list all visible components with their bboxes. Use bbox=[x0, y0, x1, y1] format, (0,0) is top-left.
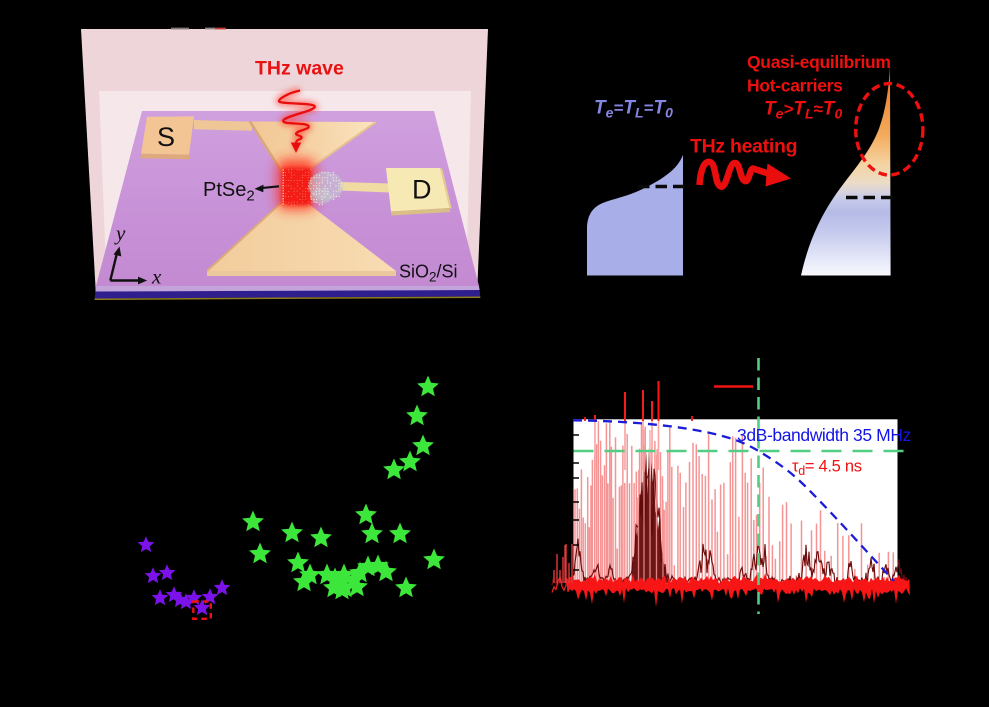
svg-text:Te>TL≈T0: Te>TL≈T0 bbox=[764, 99, 842, 122]
svg-text:τd= 4.5 ns: τd= 4.5 ns bbox=[792, 458, 862, 479]
svg-text:Quasi-equilibrium: Quasi-equilibrium bbox=[747, 52, 891, 72]
svg-text:D: D bbox=[412, 175, 432, 205]
svg-text:Te=TL=T0: Te=TL=T0 bbox=[594, 98, 673, 121]
svg-text:THz wave: THz wave bbox=[255, 58, 344, 80]
svg-text:PtSe2: PtSe2 bbox=[203, 179, 255, 205]
svg-text:Hot-carriers: Hot-carriers bbox=[747, 76, 843, 96]
svg-text:THz heating: THz heating bbox=[690, 136, 797, 158]
svg-text:x: x bbox=[151, 265, 162, 289]
svg-text:SiO2/Si: SiO2/Si bbox=[399, 262, 458, 285]
svg-text:S: S bbox=[157, 122, 175, 152]
svg-text:3dB-bandwidth 35 MHz: 3dB-bandwidth 35 MHz bbox=[737, 425, 911, 445]
svg-text:y: y bbox=[114, 221, 126, 245]
